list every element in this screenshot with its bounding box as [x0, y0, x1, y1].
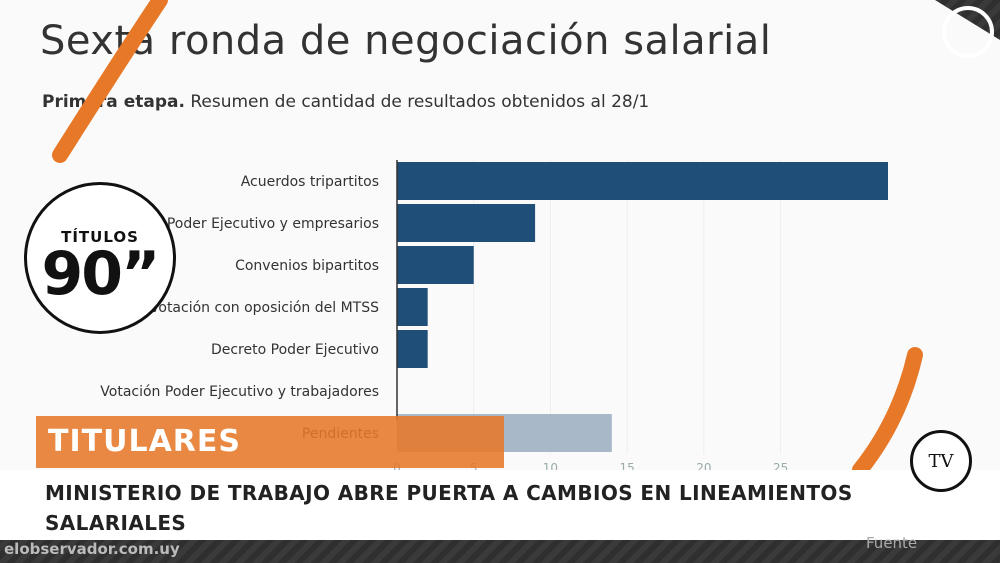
logo-bottom-text: 90” [41, 239, 161, 309]
headline-text: MINISTERIO DE TRABAJO ABRE PUERTA A CAMB… [45, 481, 853, 535]
category-label: Votación Poder Ejecutivo y trabajadores [100, 384, 379, 400]
category-label: Votación Poder Ejecutivo y empresarios [102, 216, 379, 232]
bar [397, 288, 428, 326]
ring-icon [942, 6, 994, 58]
site-watermark: elobservador.com.uy [4, 540, 180, 558]
category-label: Votación con oposición del MTSS [150, 300, 379, 316]
x-tick-label: 0 [393, 461, 401, 475]
bar [397, 162, 888, 200]
channel-logo: TV [910, 430, 972, 492]
category-label: Decreto Poder Ejecutivo [211, 342, 379, 358]
logo-top-text: TÍTULOS [61, 228, 139, 246]
titulos-90-logo: TÍTULOS 90” [24, 182, 176, 334]
category-label: Convenios bipartitos [235, 258, 379, 274]
source-label: Fuente [866, 534, 918, 552]
bar [397, 330, 428, 368]
section-label: TITULARES [36, 416, 504, 468]
bar [397, 246, 474, 284]
headline-bar [0, 470, 1000, 540]
category-label: Acuerdos tripartitos [241, 174, 379, 190]
x-tick-label: 5 [470, 461, 478, 475]
chart-subtitle-text: Resumen de cantidad de resultados obteni… [184, 92, 650, 112]
bar [397, 204, 536, 242]
